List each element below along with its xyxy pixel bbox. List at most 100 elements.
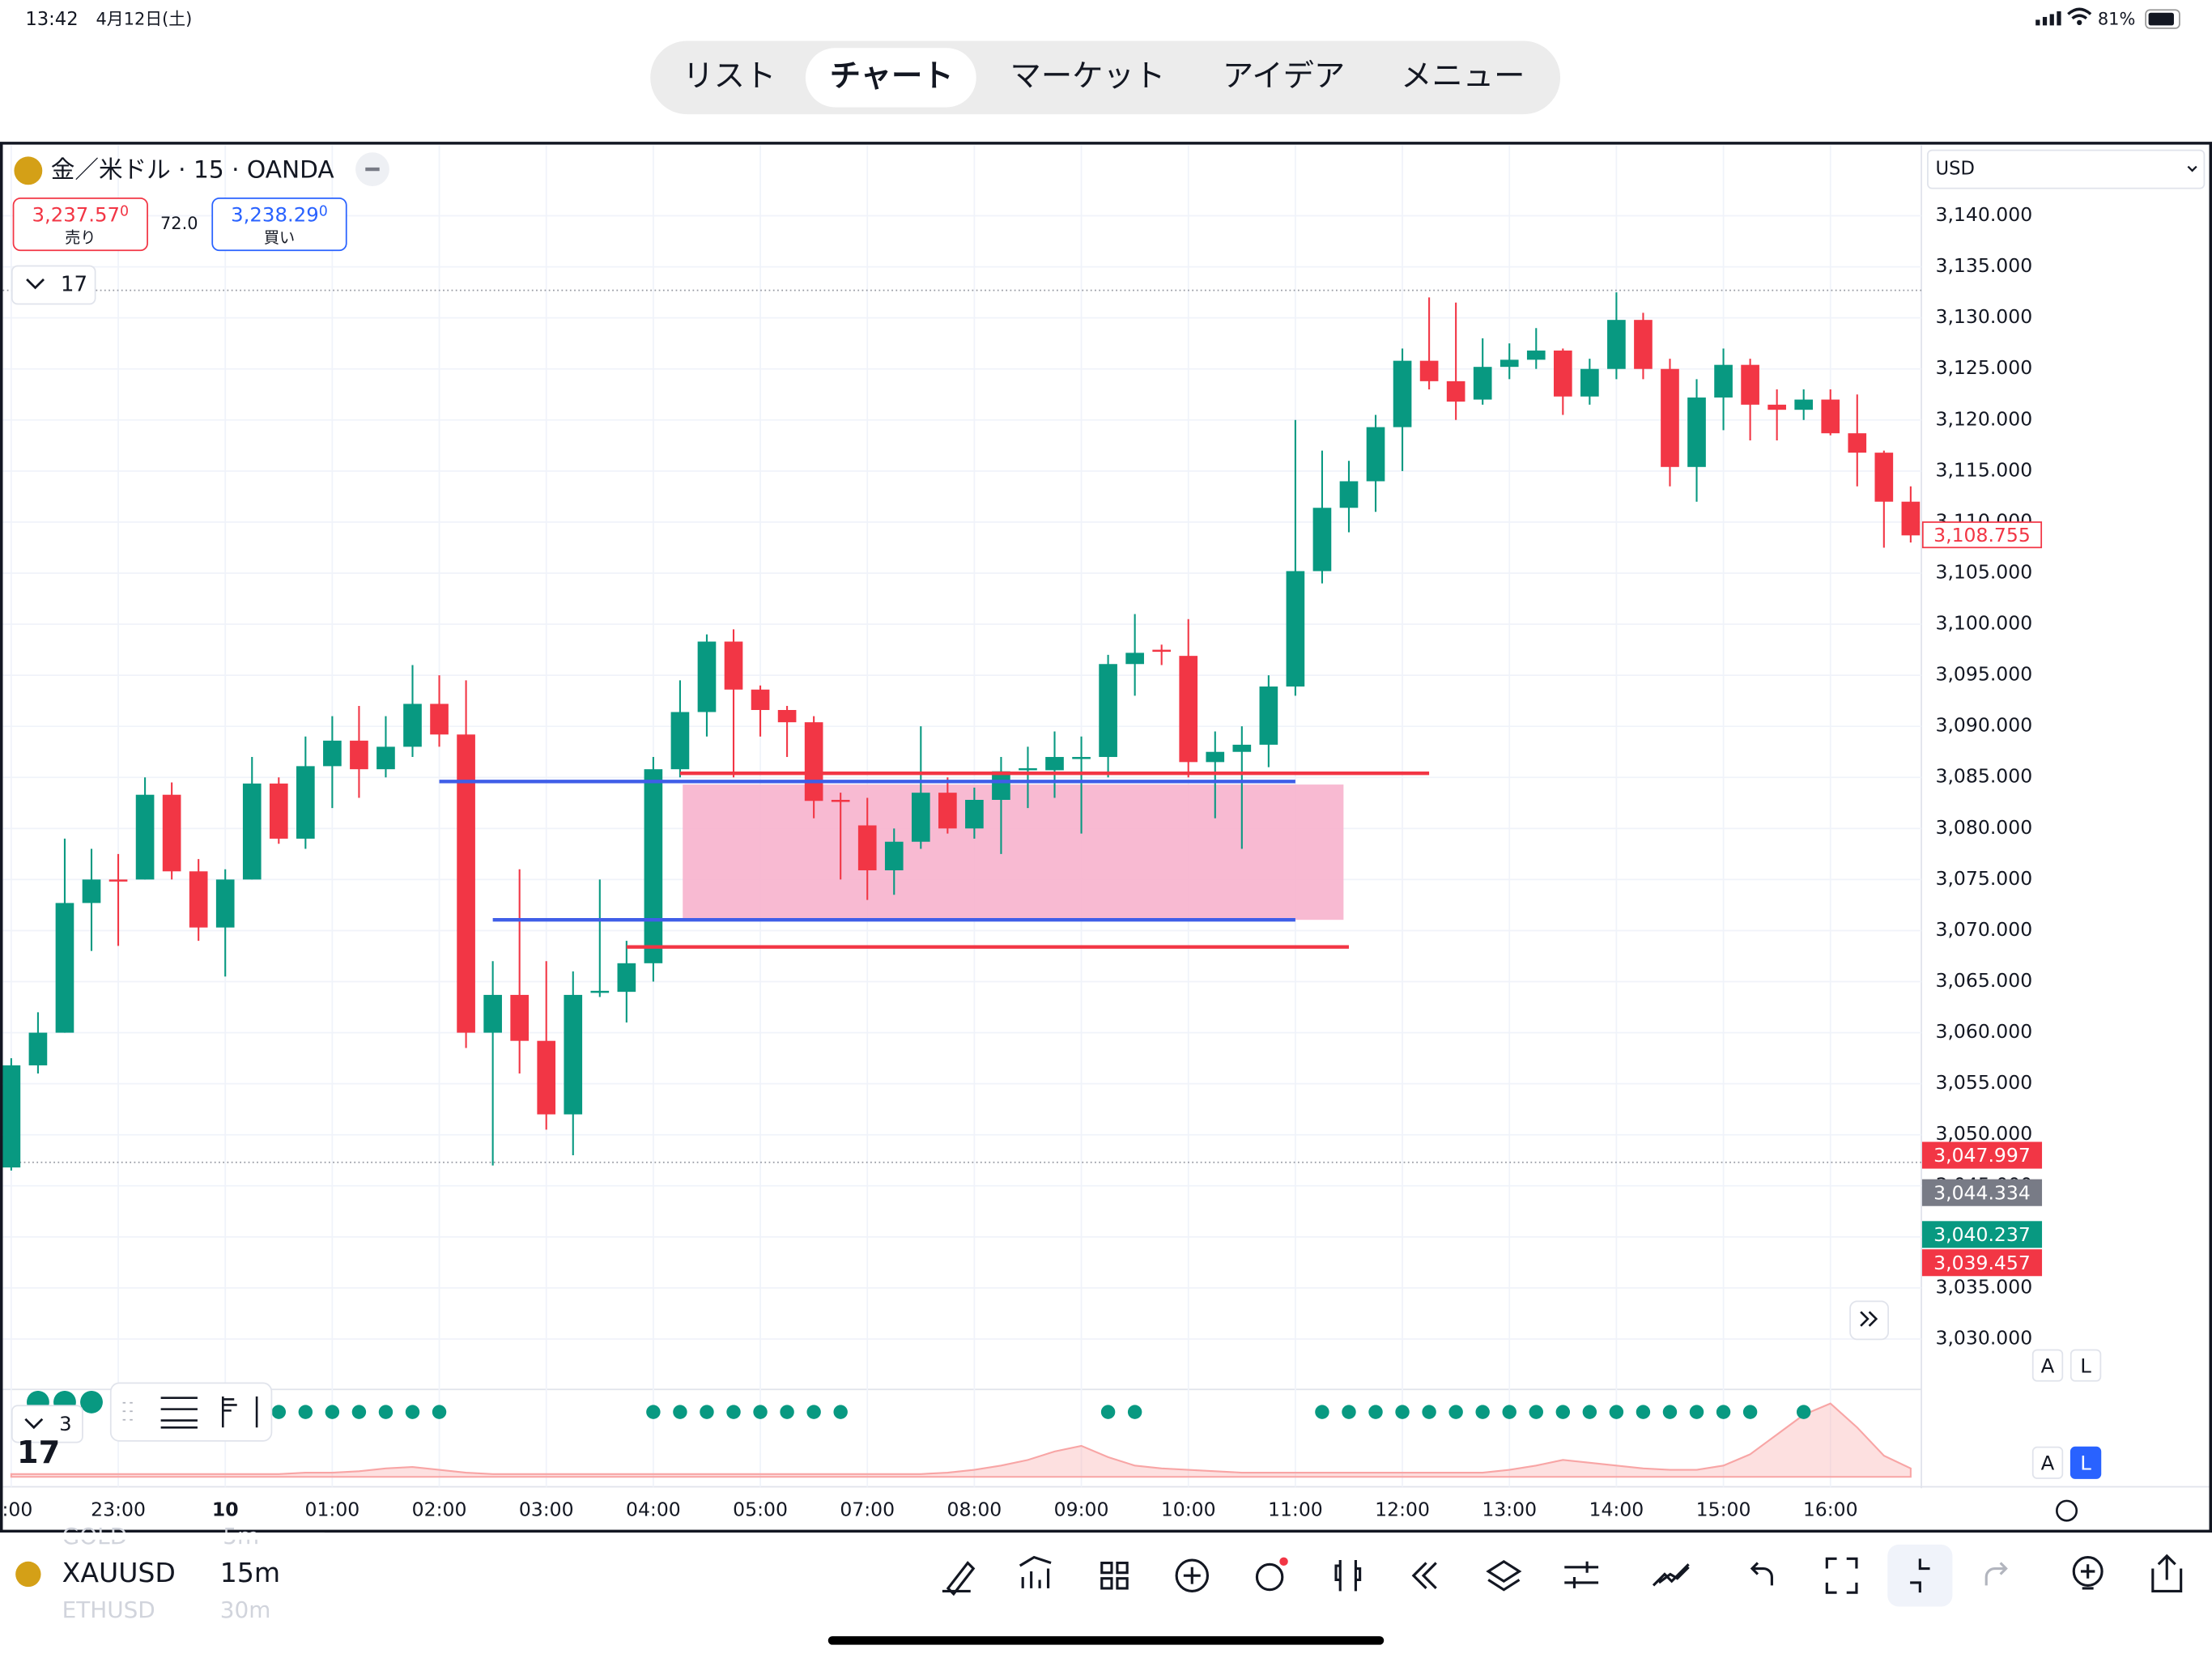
candle-body [617,963,636,993]
candle-body [537,1040,556,1115]
candle-body [1687,397,1706,467]
y-tick-label: 3,095.000 [1936,663,2033,686]
drawing-toolbar-icons [122,1396,258,1429]
signal-dot [1342,1405,1356,1419]
fullscreen-icon[interactable] [1825,1557,1858,1594]
candle-body [1874,453,1894,502]
settings-sliders-icon[interactable] [1564,1561,1599,1588]
y-tick-label: 3,130.000 [1936,305,2033,328]
other-symbol[interactable]: ETHUSD [62,1596,155,1623]
y-tick-label: 3,085.000 [1936,765,2033,788]
layers-icon[interactable] [1486,1559,1522,1592]
indicators-toggle[interactable] [11,265,96,305]
signal-dot [1315,1405,1329,1419]
interval[interactable]: 15m [220,1557,280,1588]
signal-dot [351,1405,367,1419]
candle-body [938,793,957,829]
draw-icon[interactable] [942,1561,976,1596]
tab[interactable]: マーケット [1010,57,1166,94]
sell-price: 3,237.570 [32,203,130,227]
exit-fullscreen-icon[interactable] [1910,1558,1930,1593]
scale-button[interactable] [2031,1446,2064,1479]
candle-body [1286,571,1305,687]
drawing-toolbar [109,1382,273,1442]
signal-dot [405,1405,420,1419]
tv-logo: 17 [17,1435,60,1471]
buy-button[interactable] [211,197,347,252]
drag-handle[interactable] [122,1401,133,1421]
candle-body [1714,364,1733,398]
lines-icon[interactable] [160,1397,198,1429]
signal-dot [80,1390,103,1414]
share-icon[interactable] [2151,1554,2183,1592]
candle-body [403,704,422,747]
signal-dot [726,1405,741,1419]
sell-button[interactable] [12,197,148,252]
candle-body [1553,351,1572,397]
status-date: 4月12日(土) [96,9,192,28]
add-icon[interactable] [1175,1558,1210,1592]
rewind-icon[interactable] [1411,1562,1437,1590]
candle-body [1206,751,1225,763]
y-tick-label: 3,120.000 [1936,407,2033,430]
candle-body [2,1065,21,1168]
signal-dot [271,1405,287,1419]
indicators-count: 17 [61,272,87,296]
scale-buttons: A L A L [2031,1349,2102,1479]
currency-select[interactable] [1927,149,2206,189]
x-tick-label: 16:00 [1803,1499,1858,1521]
undo-icon[interactable] [1750,1562,1773,1586]
y-tick-label: 3,065.000 [1936,969,2033,992]
buy-price-main: 3,238.29 [231,203,319,227]
watchlist-add-icon[interactable] [2072,1556,2104,1587]
other-interval[interactable]: 30m [220,1596,271,1623]
symbol[interactable]: XAUUSD [62,1557,176,1588]
home-indicator [827,1636,1385,1645]
tab[interactable]: メニュー [1401,57,1525,94]
scale-button[interactable] [2069,1349,2102,1382]
replay-bars-icon[interactable] [1334,1560,1362,1592]
alert-dot [1279,1557,1288,1567]
signal-icons [2035,7,2092,26]
chevron-icon [24,1418,44,1430]
x-tick-label: 13:00 [1482,1499,1537,1521]
tab[interactable]: アイデア [1223,57,1345,94]
candle-body [751,689,770,711]
alert-icon[interactable] [1255,1562,1284,1592]
scroll-to-end-button[interactable] [1849,1300,1890,1341]
candle-body [1901,501,1921,536]
signal-dot [1662,1405,1678,1419]
redo-icon[interactable] [1984,1562,2008,1586]
candle-body [992,771,1010,801]
scale-button[interactable] [2031,1349,2064,1382]
buy-price: 3,238.290 [231,203,328,227]
plot [2,289,1922,1171]
trading-icon[interactable] [1652,1563,1690,1587]
candle-body [1767,404,1786,410]
wifi-dot [2077,19,2082,26]
symbol-icon [15,1561,41,1588]
settings-icon[interactable] [2056,1499,2078,1522]
tab[interactable]: リスト [683,57,776,94]
y-tick-label: 3,035.000 [1936,1275,2033,1298]
axes: 3,030.0003,035.0003,040.0003,045.0003,05… [0,203,2043,1521]
templates-icon[interactable] [1100,1561,1129,1590]
price-tag-label: 3,039.457 [1933,1252,2031,1274]
pane-collapse[interactable] [11,1405,83,1443]
signal-dot [806,1405,821,1419]
x-tick-label: 09:00 [1054,1499,1109,1521]
dropdown-icon [2187,165,2197,172]
x-tick-label: 05:00 [733,1499,788,1521]
signal-dot [673,1405,687,1419]
flag-icon[interactable] [221,1396,237,1428]
chevron-icon [26,278,45,290]
candle-body [1634,320,1653,369]
tab[interactable]: チャート [830,57,954,94]
candle-body [1393,360,1412,427]
scale-button[interactable] [2069,1446,2102,1479]
indicators-icon[interactable] [1019,1555,1052,1588]
candle-body [269,783,288,839]
symbol-title[interactable]: 金／米ドル · 15 · OANDA [51,155,335,183]
